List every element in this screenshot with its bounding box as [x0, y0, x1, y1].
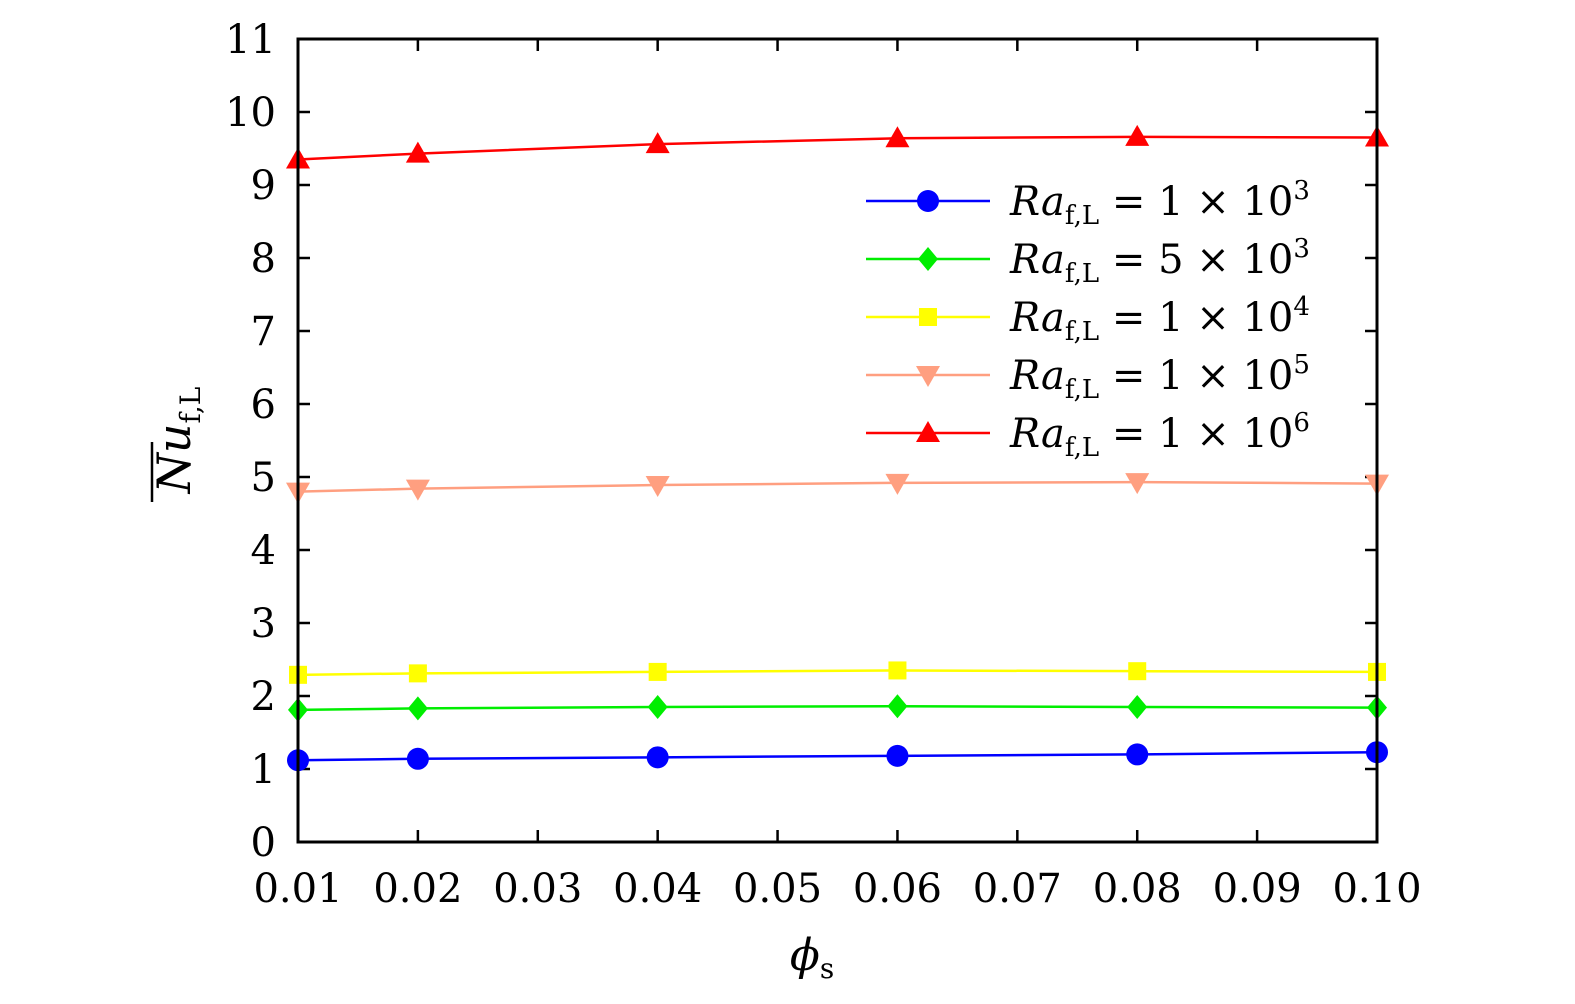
series-line — [297, 135, 1378, 161]
data-point — [888, 661, 907, 680]
legend-marker — [916, 366, 940, 387]
y-tick-label: 8 — [251, 236, 276, 282]
x-tick-label: 0.05 — [733, 866, 822, 912]
x-tick-label: 0.10 — [1332, 866, 1421, 912]
data-point — [648, 662, 667, 681]
series-line — [297, 480, 1378, 493]
series-3 — [289, 661, 1386, 684]
x-tick-label: 0.07 — [973, 866, 1062, 912]
series-group — [286, 124, 1389, 772]
data-point — [646, 746, 669, 769]
legend-marker — [916, 421, 940, 442]
x-tick-label: 0.06 — [853, 866, 942, 912]
svg-text:Nuf,L: Nuf,L — [147, 387, 207, 495]
x-tick-label: 0.09 — [1213, 866, 1302, 912]
series-2 — [288, 694, 1387, 722]
data-point — [405, 141, 430, 163]
data-point — [405, 479, 430, 501]
series-line — [297, 669, 1378, 677]
y-axis-label: Nuf,L — [147, 387, 207, 502]
y-axis-label-symbol: Nu — [147, 423, 201, 494]
data-point — [645, 476, 670, 498]
x-axis-label-subscript: s — [820, 952, 834, 985]
data-point — [885, 473, 910, 495]
y-tick-label: 9 — [251, 163, 276, 209]
legend-label: Raf,L = 1 × 104 — [1009, 292, 1310, 347]
legend-item: Raf,L = 5 × 103 — [866, 234, 1310, 289]
data-point — [1127, 694, 1148, 719]
y-tick-label: 4 — [251, 528, 276, 574]
y-tick-label: 0 — [251, 820, 276, 866]
x-tick-label: 0.03 — [493, 866, 582, 912]
data-point — [1125, 124, 1150, 146]
x-tick-label: 0.02 — [373, 866, 462, 912]
data-point — [408, 664, 427, 683]
y-tick-label: 6 — [251, 382, 276, 428]
legend-label: Raf,L = 1 × 105 — [1009, 350, 1310, 405]
svg-text:ϕs: ϕs — [790, 930, 834, 985]
y-tick-label: 2 — [251, 674, 276, 720]
axis-ticks: 0.01 0.02 0.03 0.04 0.05 0.06 0.07 0.08 0.09 0.10… — [225, 17, 1421, 912]
data-point — [647, 694, 668, 719]
data-point — [406, 747, 429, 770]
series-4 — [286, 473, 1389, 504]
y-tick-label: 11 — [225, 17, 276, 63]
x-tick-label: 0.01 — [253, 866, 342, 912]
data-point — [887, 694, 908, 719]
data-point — [886, 744, 909, 767]
y-tick-label: 3 — [251, 601, 276, 647]
y-tick-label: 7 — [251, 309, 276, 355]
plot-frame — [296, 37, 1379, 844]
legend-marker — [919, 308, 937, 326]
x-tick-label: 0.04 — [613, 866, 702, 912]
data-point — [645, 132, 670, 154]
y-tick-label: 5 — [251, 455, 276, 501]
series-1 — [287, 741, 1388, 772]
series-5 — [286, 124, 1389, 169]
x-axis-label: ϕs — [790, 930, 834, 985]
data-point — [407, 696, 428, 721]
legend-item: Raf,L = 1 × 105 — [866, 350, 1310, 405]
legend-label: Raf,L = 1 × 106 — [1009, 408, 1310, 463]
y-axis-label-subscript: f,L — [174, 387, 207, 424]
y-tick-label: 1 — [251, 747, 276, 793]
legend-label: Raf,L = 1 × 103 — [1009, 176, 1310, 231]
x-axis-label-symbol: ϕ — [790, 930, 820, 981]
data-point — [1128, 662, 1147, 681]
legend-item: Raf,L = 1 × 103 — [866, 176, 1310, 231]
data-point — [1125, 473, 1150, 495]
legend-item: Raf,L = 1 × 104 — [866, 292, 1310, 347]
series-line — [297, 704, 1378, 712]
series-line — [297, 750, 1378, 762]
legend-item: Raf,L = 1 × 106 — [866, 408, 1310, 463]
legend-marker — [918, 247, 938, 271]
legend-label: Raf,L = 5 × 103 — [1009, 234, 1310, 289]
x-tick-label: 0.08 — [1093, 866, 1182, 912]
data-point — [885, 126, 910, 148]
y-tick-label: 10 — [225, 90, 276, 136]
legend-marker — [917, 190, 939, 212]
data-point — [1126, 743, 1149, 766]
